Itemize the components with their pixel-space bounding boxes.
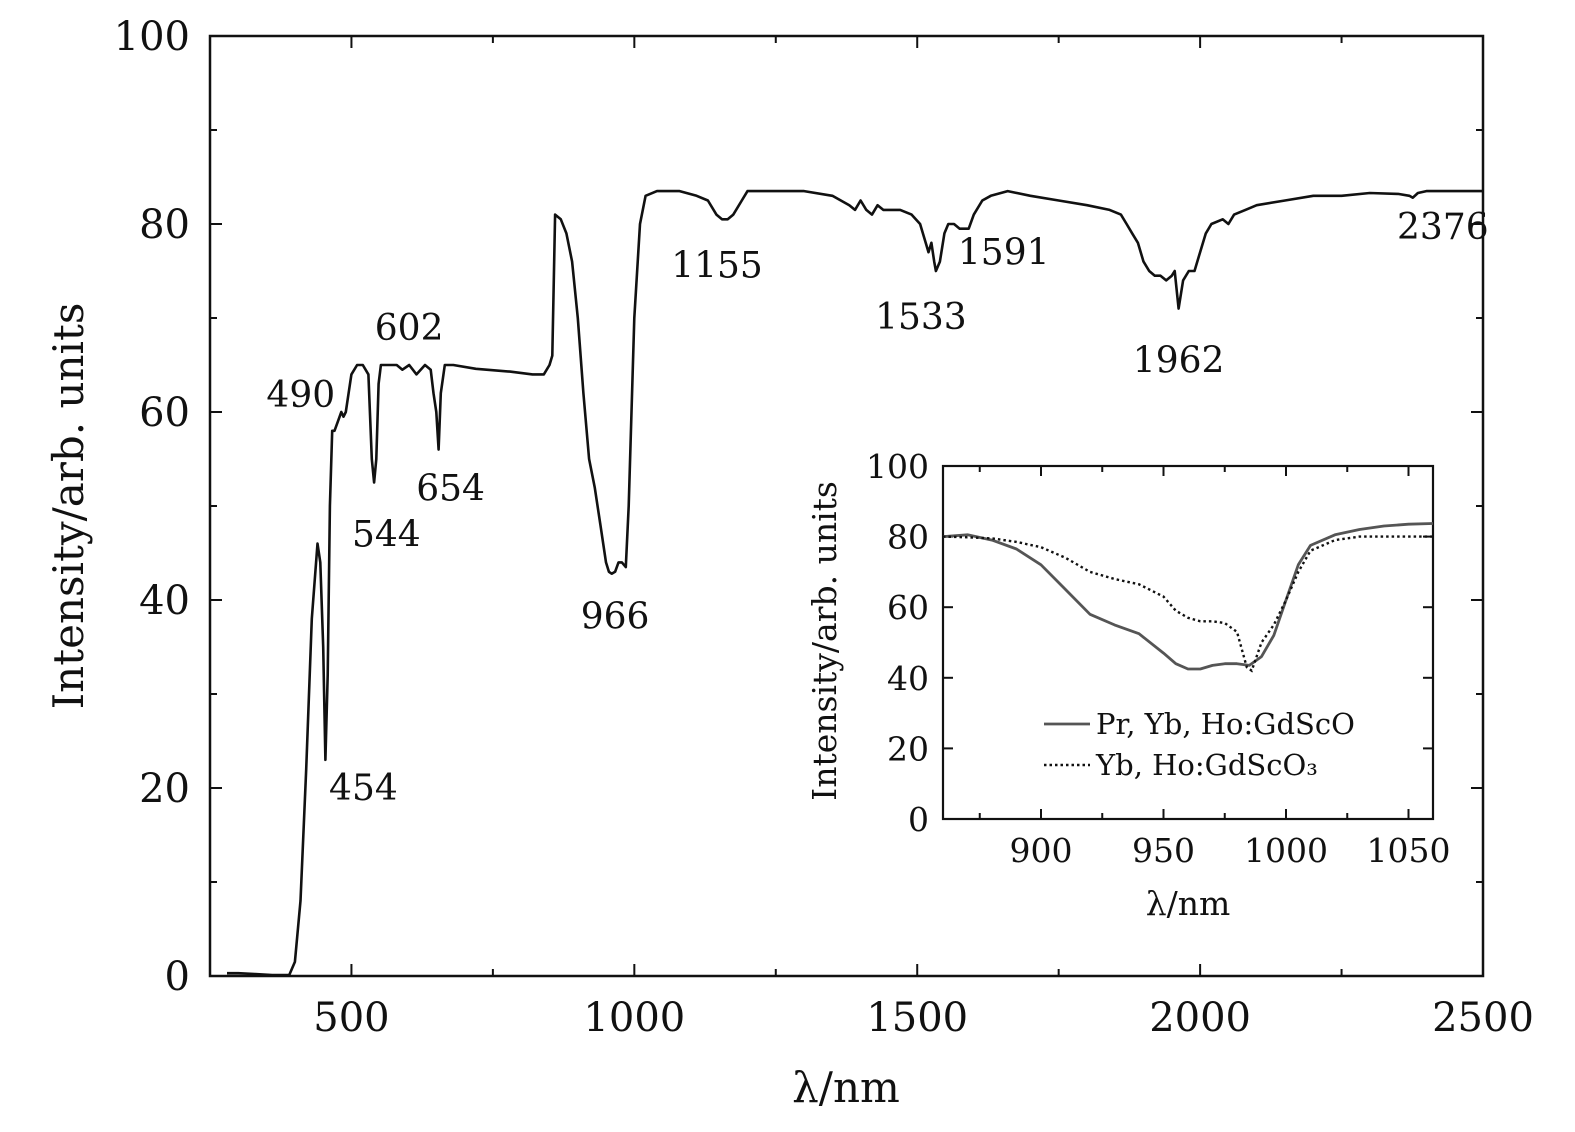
- inset-series-pr-yb-ho: [942, 522, 1434, 671]
- inset-y-axis-title: Intensity/arb. units: [805, 481, 844, 801]
- peak-label-602: 602: [375, 308, 444, 349]
- main-x-tick-label: 500: [313, 995, 389, 1041]
- peak-label-2376: 2376: [1397, 207, 1489, 248]
- peak-label-966: 966: [581, 597, 650, 638]
- inset-x-tick-label: 1000: [1244, 831, 1328, 870]
- inset-x-tick-label: 1050: [1367, 831, 1451, 870]
- main-y-tick-label: 80: [139, 202, 190, 248]
- peak-label-1591: 1591: [958, 233, 1050, 274]
- inset-y-tick-label: 60: [887, 588, 929, 627]
- peak-label-454: 454: [329, 768, 398, 809]
- peak-label-1533: 1533: [875, 297, 967, 338]
- main-y-axis-title: Intensity/arb. units: [44, 303, 93, 710]
- inset-x-axis-title: λ/nm: [1146, 884, 1231, 923]
- peak-label-654: 654: [416, 469, 485, 510]
- main-x-tick-label: 1500: [866, 995, 968, 1041]
- peak-label-1155: 1155: [671, 245, 763, 286]
- main-x-tick-label: 2500: [1432, 995, 1534, 1041]
- inset-x-tick-label: 950: [1132, 831, 1195, 870]
- inset-x-tick-label: 900: [1010, 831, 1073, 870]
- main-y-tick-label: 40: [139, 578, 190, 624]
- inset-y-tick-label: 20: [887, 729, 929, 768]
- inset-y-tick-label: 80: [887, 518, 929, 557]
- inset-axis-ticks: 900 950 1000 1050 0 20 40 60 80 100: [866, 447, 1450, 870]
- inset-y-tick-label: 100: [866, 447, 929, 486]
- main-y-tick-label: 60: [139, 390, 190, 436]
- inset-y-tick-label: 40: [887, 659, 929, 698]
- inset-legend: Pr, Yb, Ho:GdScO Yb, Ho:GdScO₃: [1044, 707, 1355, 782]
- peak-label-1962: 1962: [1133, 341, 1225, 382]
- main-y-tick-label: 0: [165, 954, 190, 1000]
- inset-chart: 900 950 1000 1050 0 20 40 60 80 100 Pr, Yb, Ho:Gd…: [805, 447, 1450, 923]
- inset-plot-frame: [941, 464, 1435, 821]
- main-x-tick-label: 2000: [1149, 995, 1251, 1041]
- peak-label-544: 544: [352, 515, 421, 556]
- main-x-axis-title: λ/nm: [792, 1063, 900, 1112]
- legend-label-pr-yb-ho: Pr, Yb, Ho:GdScO: [1096, 707, 1355, 741]
- main-peak-annotations: 454 490 544 602 654 966 1155 1533 1591 1962 2376: [266, 207, 1488, 809]
- main-y-tick-label: 20: [139, 766, 190, 812]
- main-x-tick-label: 1000: [583, 995, 685, 1041]
- inset-y-tick-label: 0: [908, 800, 929, 839]
- inset-series-yb-ho: [942, 535, 1433, 673]
- main-y-tick-label: 100: [114, 14, 190, 60]
- peak-label-490: 490: [266, 375, 335, 416]
- legend-label-yb-ho: Yb, Ho:GdScO₃: [1095, 748, 1318, 782]
- main-series-line: [227, 189, 1483, 977]
